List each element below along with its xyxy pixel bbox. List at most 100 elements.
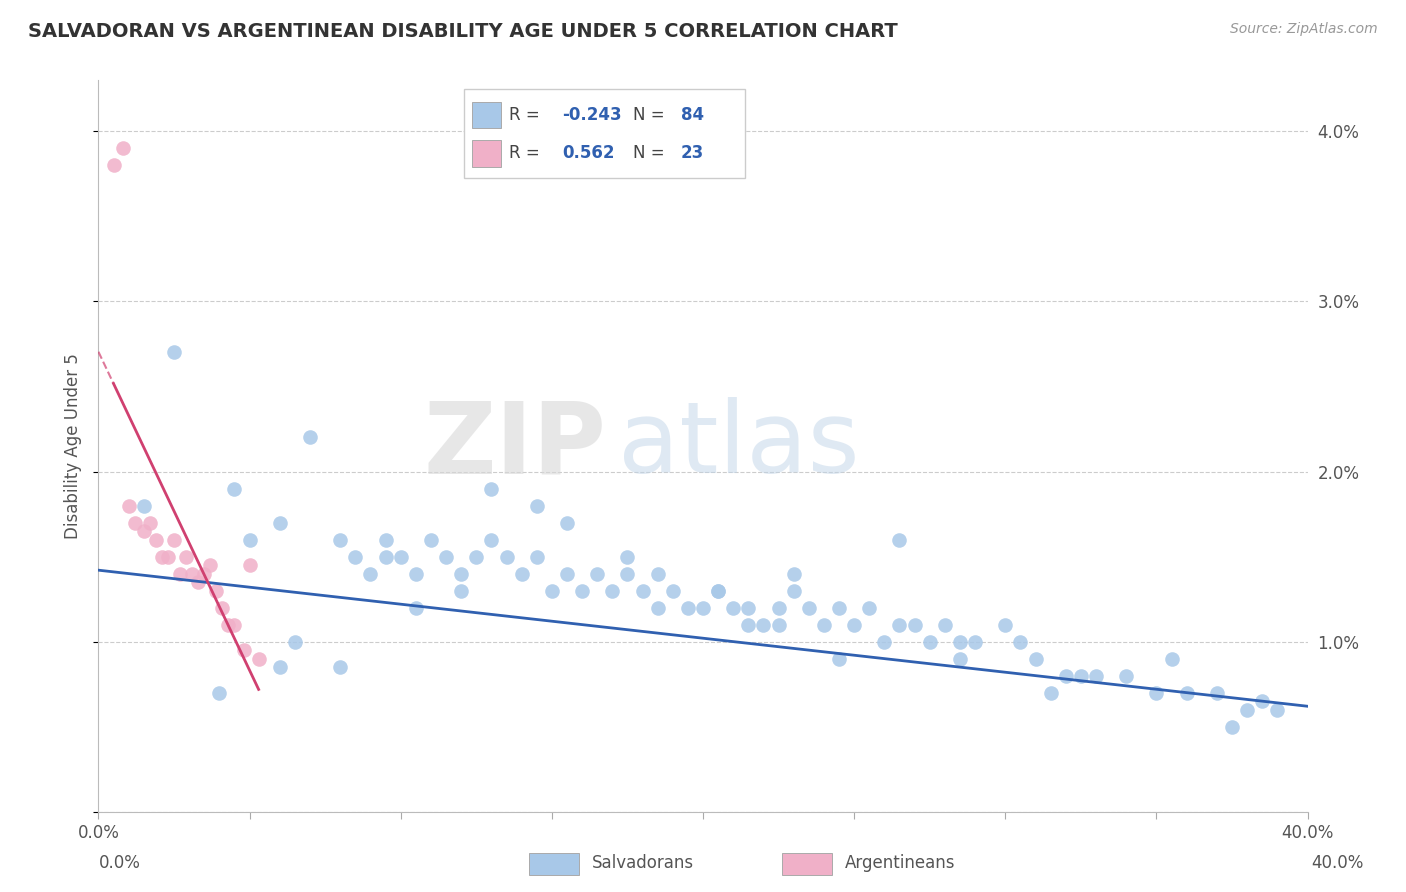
Point (828, 651, 851, 665)
Point (174, 549, 197, 564)
Point (692, 600, 714, 615)
Point (1236, 703, 1258, 717)
FancyBboxPatch shape (782, 853, 832, 875)
Point (269, 516, 291, 530)
Text: 84: 84 (681, 106, 703, 124)
Point (934, 617, 956, 632)
Point (329, 533, 352, 547)
Point (132, 499, 155, 513)
Point (208, 686, 231, 700)
Point (526, 499, 548, 513)
Point (118, 499, 141, 513)
Point (299, 430, 322, 444)
Point (344, 549, 367, 564)
Point (224, 482, 246, 496)
Point (247, 651, 270, 665)
Point (481, 533, 503, 547)
Text: R =: R = (509, 106, 540, 124)
Point (676, 600, 699, 615)
Point (405, 600, 427, 615)
FancyBboxPatch shape (464, 89, 745, 178)
Point (103, 158, 125, 172)
Point (889, 533, 911, 547)
FancyBboxPatch shape (472, 102, 501, 128)
Point (918, 634, 941, 648)
Point (1085, 668, 1108, 682)
Point (163, 345, 186, 359)
Point (844, 617, 866, 632)
Point (181, 566, 204, 581)
Point (555, 566, 578, 581)
Point (1024, 651, 1046, 665)
Point (1146, 686, 1168, 700)
Point (1175, 686, 1198, 700)
Point (828, 600, 851, 615)
Point (329, 660, 352, 674)
Point (813, 617, 835, 632)
Text: 40.0%: 40.0% (1312, 854, 1364, 872)
Point (647, 566, 669, 581)
Point (405, 566, 427, 581)
Point (420, 533, 443, 547)
Point (465, 549, 488, 564)
Point (540, 583, 562, 598)
Text: ZIP: ZIP (423, 398, 606, 494)
Text: 0.562: 0.562 (562, 145, 614, 162)
Text: 23: 23 (681, 145, 704, 162)
Point (169, 566, 191, 581)
Point (232, 643, 254, 657)
Point (1267, 703, 1289, 717)
Text: R =: R = (509, 145, 540, 162)
Point (150, 549, 173, 564)
Point (217, 617, 239, 632)
Point (450, 583, 472, 598)
Point (858, 600, 880, 615)
Point (187, 575, 209, 590)
Point (163, 533, 186, 547)
Point (616, 566, 638, 581)
Point (526, 549, 548, 564)
Point (389, 549, 412, 564)
Point (1160, 651, 1182, 665)
Point (481, 482, 503, 496)
Point (752, 617, 775, 632)
Point (768, 600, 790, 615)
Point (374, 549, 396, 564)
Point (111, 141, 134, 155)
Point (555, 516, 578, 530)
Text: N =: N = (633, 145, 664, 162)
Point (211, 600, 233, 615)
Point (994, 617, 1017, 632)
Y-axis label: Disability Age Under 5: Disability Age Under 5 (65, 353, 83, 539)
Point (949, 634, 972, 648)
Point (1054, 668, 1077, 682)
FancyBboxPatch shape (529, 853, 579, 875)
Point (1220, 720, 1243, 734)
Point (783, 566, 806, 581)
Point (132, 524, 155, 538)
Point (616, 549, 638, 564)
Point (965, 634, 987, 648)
Point (1010, 634, 1032, 648)
Point (904, 617, 927, 632)
Point (200, 558, 222, 572)
Point (510, 566, 533, 581)
Point (737, 617, 759, 632)
Point (1070, 668, 1092, 682)
Point (889, 617, 911, 632)
Point (737, 600, 759, 615)
Point (205, 583, 228, 598)
Point (239, 558, 262, 572)
Point (586, 566, 609, 581)
Point (707, 583, 730, 598)
Point (707, 583, 730, 598)
FancyBboxPatch shape (472, 140, 501, 167)
Point (193, 566, 215, 581)
Text: -0.243: -0.243 (562, 106, 621, 124)
Point (239, 533, 262, 547)
Point (647, 600, 669, 615)
Point (434, 549, 457, 564)
Point (797, 600, 820, 615)
Text: Source: ZipAtlas.com: Source: ZipAtlas.com (1230, 22, 1378, 37)
Point (1115, 668, 1137, 682)
